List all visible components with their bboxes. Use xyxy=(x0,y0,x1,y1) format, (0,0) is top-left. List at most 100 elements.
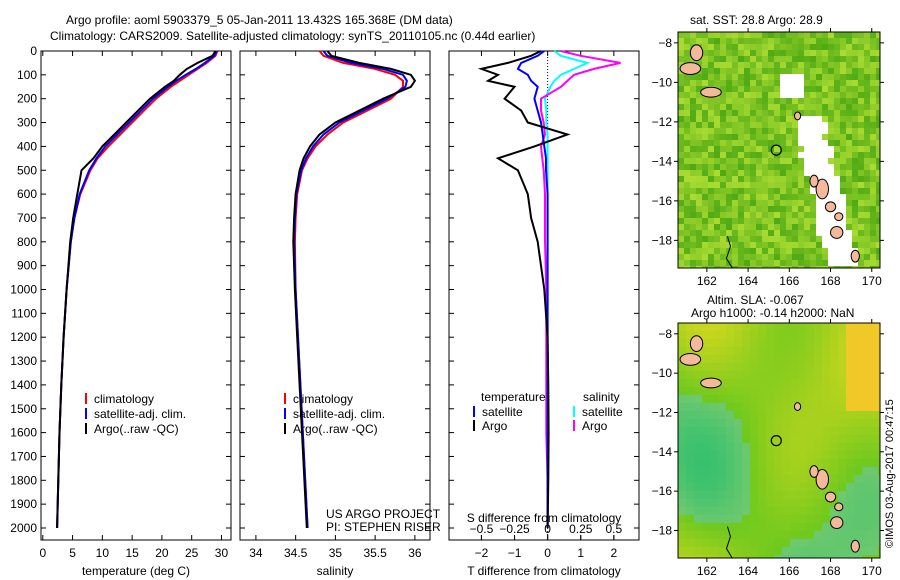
x-tick-label: 25 xyxy=(185,546,199,560)
map-cell xyxy=(846,62,852,68)
map-cell xyxy=(834,104,840,110)
map-cell xyxy=(768,140,774,146)
map-cell xyxy=(838,539,846,547)
map-cell xyxy=(766,419,774,427)
map-cell xyxy=(684,200,690,206)
map-cell xyxy=(816,38,822,44)
map-cell xyxy=(870,266,876,268)
map-cell xyxy=(758,363,766,371)
map-cell xyxy=(710,331,718,339)
map-cell xyxy=(726,68,732,74)
map-cell xyxy=(702,459,710,467)
map-cell xyxy=(758,395,766,403)
map-cell xyxy=(876,92,880,98)
map-cell xyxy=(686,435,694,443)
map-cell xyxy=(774,387,782,395)
map-cell xyxy=(714,218,720,224)
map-cell xyxy=(822,459,830,467)
map-cell xyxy=(742,459,750,467)
map-cell xyxy=(804,56,810,62)
map-cell xyxy=(726,74,732,80)
map-cell xyxy=(854,555,862,558)
map-cell xyxy=(822,254,828,260)
map-cell xyxy=(798,419,806,427)
map-cell xyxy=(858,200,864,206)
map-cell xyxy=(732,230,738,236)
map-cell xyxy=(678,80,684,86)
map-cell xyxy=(684,242,690,248)
map-cell xyxy=(822,539,830,547)
map-cell xyxy=(822,507,830,515)
map-cell xyxy=(810,38,816,44)
map-cell xyxy=(830,323,838,331)
map-cell xyxy=(744,32,750,38)
map-cell xyxy=(792,128,798,134)
s-axis-label: S difference from climatology xyxy=(467,511,622,525)
map-cell xyxy=(710,451,718,459)
lat-tick-label: −16 xyxy=(652,194,673,208)
map-cell xyxy=(684,236,690,242)
map-cell xyxy=(798,248,804,254)
map-cell xyxy=(710,443,718,451)
map-cell xyxy=(694,523,702,531)
map-cell xyxy=(798,44,804,50)
map-cell xyxy=(684,206,690,212)
map-cell xyxy=(774,491,782,499)
map-cell xyxy=(870,515,878,523)
map-cell xyxy=(710,419,718,427)
map-cell xyxy=(756,158,762,164)
map-cell xyxy=(846,188,852,194)
map-cell xyxy=(870,164,876,170)
map-cell xyxy=(738,200,744,206)
map-cell xyxy=(690,164,696,170)
map-cell xyxy=(768,206,774,212)
map-cell xyxy=(858,74,864,80)
map-cell xyxy=(684,176,690,182)
map-cell xyxy=(864,62,870,68)
map-cell xyxy=(678,128,684,134)
map-cell xyxy=(686,371,694,379)
map-cell xyxy=(876,80,880,86)
map-cell xyxy=(790,355,798,363)
map-cell xyxy=(744,74,750,80)
map-cell xyxy=(816,122,822,128)
map-cell xyxy=(840,176,846,182)
legend-label: Argo xyxy=(582,419,608,433)
map-cell xyxy=(762,98,768,104)
map-cell xyxy=(702,419,710,427)
map-cell xyxy=(690,80,696,86)
map-cell xyxy=(678,92,684,98)
map2-title-height: Argo h1000: -0.14 h2000: NaN xyxy=(691,306,855,320)
map-cell xyxy=(758,555,766,558)
map-cell xyxy=(774,242,780,248)
map-cell xyxy=(858,62,864,68)
map-cell xyxy=(858,248,864,254)
map-cell xyxy=(678,395,686,403)
map-cell xyxy=(798,403,806,411)
map-cell xyxy=(810,56,816,62)
map-cell xyxy=(734,435,742,443)
map-cell xyxy=(756,242,762,248)
map-cell xyxy=(798,110,804,116)
map-cell xyxy=(732,164,738,170)
map-cell xyxy=(726,323,734,331)
map-cell xyxy=(762,110,768,116)
map-cell xyxy=(814,355,822,363)
map-cell xyxy=(828,218,834,224)
map-cell xyxy=(806,419,814,427)
map-cell xyxy=(720,68,726,74)
map-cell xyxy=(816,80,822,86)
map-cell xyxy=(694,435,702,443)
map-cell xyxy=(678,134,684,140)
map-cell xyxy=(726,140,732,146)
map-cell xyxy=(694,427,702,435)
map-cell xyxy=(774,499,782,507)
legend-label: Argo(..raw -QC) xyxy=(293,422,378,436)
map-cell xyxy=(702,176,708,182)
map-cell xyxy=(852,266,858,268)
map-cell xyxy=(702,435,710,443)
map-cell xyxy=(708,248,714,254)
map-cell xyxy=(876,62,880,68)
map-cell xyxy=(684,260,690,266)
map-cell xyxy=(814,435,822,443)
